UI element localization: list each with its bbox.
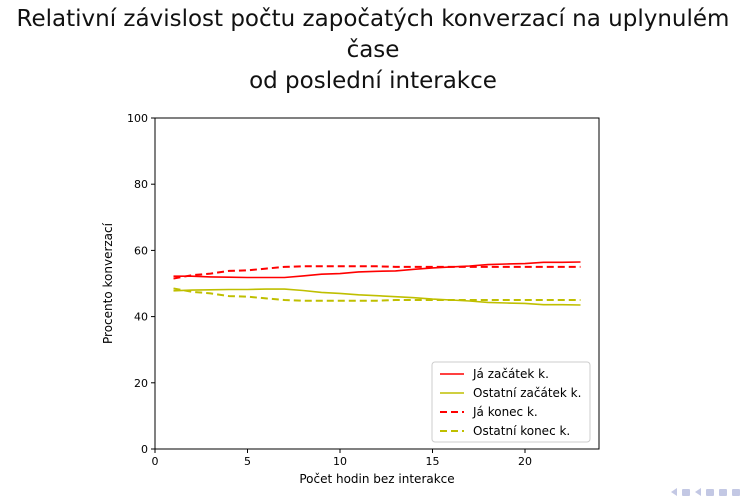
legend-entry-label: Já konec k. [472, 405, 538, 419]
y-axis-label: Procento konverzací [101, 222, 115, 344]
slide-title-line-2: od poslední interakce [249, 68, 497, 94]
y-tick-label: 80 [134, 178, 148, 191]
y-tick-label: 20 [134, 377, 148, 390]
series-line-2 [173, 288, 581, 306]
legend-box [431, 361, 591, 443]
series-line-3 [173, 265, 581, 280]
nav-frame-icon[interactable] [682, 488, 690, 496]
slide-navigation-bar[interactable] [671, 487, 740, 497]
y-tick-label: 100 [127, 112, 148, 125]
y-tick-label: 0 [141, 443, 148, 456]
x-tick-label: 15 [426, 455, 440, 468]
legend-entry-label: Ostatní konec k. [473, 424, 570, 438]
nav-prev-section-icon[interactable] [695, 488, 701, 496]
legend-entry-label: Ostatní začátek k. [473, 386, 581, 400]
nav-search-icon[interactable] [732, 488, 740, 496]
x-axis-label: Počet hodin bez interakce [299, 472, 454, 486]
nav-prev-slide-icon[interactable] [671, 488, 677, 496]
x-tick-label: 0 [152, 455, 159, 468]
nav-section-icon[interactable] [706, 488, 714, 496]
legend-entry-label: Já začátek k. [472, 367, 549, 381]
x-tick-label: 10 [333, 455, 347, 468]
slide-title: Relativní závislost počtu započatých kon… [0, 4, 746, 97]
plot-layer: 0 5 10 15 20 0 20 40 60 80 100 Já začátek k. Ostatní… [127, 112, 600, 468]
series-line-4 [173, 287, 581, 302]
y-tick-label: 40 [134, 311, 148, 324]
x-tick-label: 5 [244, 455, 251, 468]
x-tick-label: 20 [518, 455, 532, 468]
slide-title-line-1: Relativní závislost počtu započatých kon… [16, 6, 730, 63]
y-tick-label: 60 [134, 244, 148, 257]
series-line-1 [173, 261, 581, 279]
plot-frame [154, 117, 600, 450]
nav-subsection-icon[interactable] [719, 488, 727, 496]
